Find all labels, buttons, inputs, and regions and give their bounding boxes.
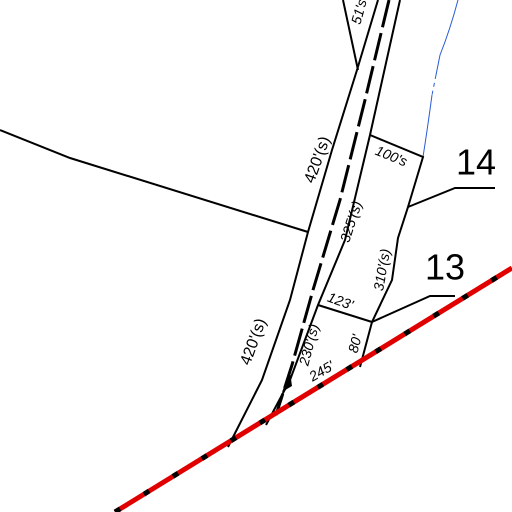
parcel-line bbox=[0, 129, 309, 233]
dimension-label: 310'(s) bbox=[370, 248, 393, 292]
lot-number: 14 bbox=[456, 142, 496, 183]
road-edge bbox=[227, 0, 379, 448]
railway bbox=[113, 265, 512, 512]
leader-14 bbox=[407, 187, 495, 208]
dimension-label: 51's bbox=[348, 0, 370, 26]
dimension-label: 80' bbox=[345, 332, 366, 355]
creek-dashed bbox=[431, 74, 437, 96]
creek bbox=[435, 0, 459, 76]
road-centerline bbox=[274, 0, 391, 416]
arrow bbox=[282, 372, 292, 392]
leader-13 bbox=[371, 295, 455, 323]
lot-number: 13 bbox=[425, 247, 465, 288]
parcel-line bbox=[342, 0, 359, 71]
creek bbox=[422, 94, 433, 158]
